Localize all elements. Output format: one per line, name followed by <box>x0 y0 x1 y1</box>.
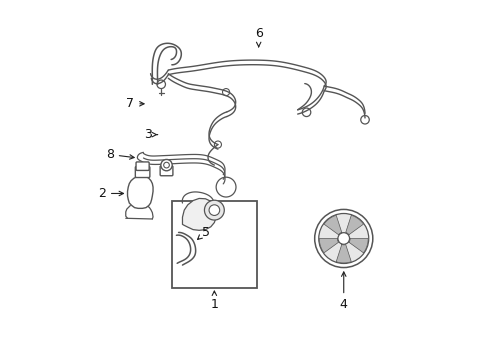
Text: 5: 5 <box>197 226 209 239</box>
FancyBboxPatch shape <box>160 166 173 176</box>
Text: 1: 1 <box>210 291 218 311</box>
Circle shape <box>204 200 224 220</box>
Polygon shape <box>324 215 343 238</box>
Circle shape <box>337 233 349 244</box>
Text: 8: 8 <box>105 148 134 161</box>
Polygon shape <box>343 238 367 253</box>
Text: 4: 4 <box>339 272 347 311</box>
Text: 7: 7 <box>126 97 144 110</box>
FancyBboxPatch shape <box>136 162 149 170</box>
Circle shape <box>161 159 172 171</box>
Polygon shape <box>319 238 343 253</box>
FancyBboxPatch shape <box>135 167 149 177</box>
Text: 3: 3 <box>144 128 157 141</box>
Polygon shape <box>343 215 363 238</box>
Text: 6: 6 <box>254 27 262 47</box>
Bar <box>171 201 256 288</box>
Circle shape <box>209 205 219 215</box>
Circle shape <box>314 210 372 267</box>
Polygon shape <box>182 198 216 230</box>
Text: 2: 2 <box>98 187 123 200</box>
Circle shape <box>163 162 169 168</box>
Circle shape <box>318 213 368 264</box>
Polygon shape <box>336 238 350 263</box>
Polygon shape <box>127 176 153 208</box>
